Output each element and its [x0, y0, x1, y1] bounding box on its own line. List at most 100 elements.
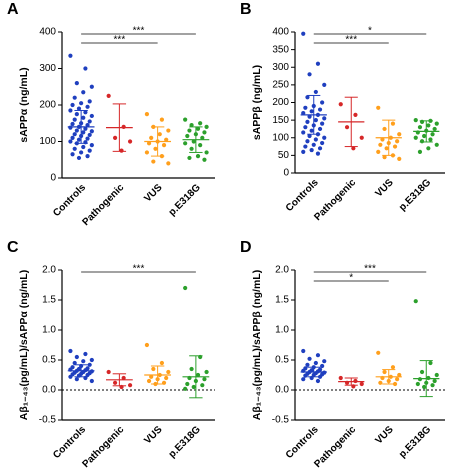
data-point — [153, 146, 158, 151]
data-point — [183, 141, 188, 146]
x-tick-label: Pathogenic — [80, 182, 126, 228]
data-point — [68, 139, 73, 144]
data-point — [68, 125, 73, 130]
data-point — [81, 115, 86, 120]
data-point — [305, 139, 310, 144]
data-point — [89, 143, 94, 148]
data-point — [85, 136, 90, 141]
data-point — [380, 137, 385, 142]
data-point — [301, 130, 306, 135]
data-point — [159, 360, 165, 366]
data-point — [353, 112, 358, 117]
data-point — [81, 130, 86, 135]
data-point — [68, 108, 73, 113]
data-point — [87, 99, 92, 104]
y-tick-label: 2.0 — [42, 265, 56, 276]
data-point — [121, 124, 126, 129]
data-point — [112, 135, 118, 140]
data-point — [351, 146, 356, 151]
data-point — [87, 362, 92, 367]
y-tick-label: 0.0 — [42, 385, 56, 396]
data-point — [74, 81, 79, 86]
data-point — [313, 137, 318, 142]
data-point — [119, 148, 124, 153]
data-point — [76, 137, 82, 142]
data-point — [309, 147, 314, 153]
data-point — [195, 126, 201, 131]
y-axis-label: sAPPα (ng/mL) — [18, 67, 30, 142]
significance-label: * — [368, 26, 372, 37]
data-point — [202, 377, 207, 382]
data-point — [395, 139, 400, 144]
data-point — [313, 118, 318, 123]
x-tick-label: VUS — [142, 182, 165, 205]
panel-label: D — [240, 239, 252, 256]
data-point — [72, 95, 77, 100]
data-point — [305, 119, 310, 124]
y-tick-label: 150 — [272, 115, 289, 126]
data-point — [378, 380, 383, 385]
data-point — [397, 132, 402, 137]
data-point — [72, 132, 77, 137]
data-point — [322, 359, 327, 364]
y-tick-label: 100 — [272, 132, 289, 143]
data-point — [432, 126, 437, 132]
data-point — [315, 353, 321, 358]
y-tick-label: 0 — [283, 168, 289, 179]
data-point — [422, 133, 427, 139]
x-tick-label: VUS — [142, 424, 165, 447]
x-tick-label: p.E318G — [167, 424, 203, 460]
data-point — [307, 72, 312, 77]
data-point — [376, 105, 381, 110]
data-point — [72, 117, 77, 122]
data-point — [187, 155, 192, 161]
data-point — [338, 102, 343, 107]
data-point — [112, 380, 118, 385]
data-point — [70, 135, 75, 140]
y-tick-label: 0.5 — [275, 355, 289, 366]
data-point — [200, 135, 205, 140]
data-point — [322, 135, 327, 140]
data-point — [195, 372, 201, 378]
data-point — [382, 126, 387, 132]
data-point — [198, 121, 203, 126]
panel-label: A — [7, 1, 19, 18]
y-tick-label: 400 — [272, 27, 289, 38]
data-point — [382, 369, 387, 375]
data-point — [309, 109, 314, 114]
data-point — [121, 375, 126, 381]
data-point — [183, 386, 188, 391]
data-point — [183, 285, 188, 291]
x-tick-label: Controls — [284, 424, 321, 461]
data-point — [106, 369, 111, 375]
data-point — [195, 154, 201, 159]
data-point — [315, 378, 321, 384]
y-tick-label: 100 — [39, 136, 56, 147]
panel-label: C — [7, 239, 19, 256]
x-tick-label: Controls — [284, 177, 321, 214]
data-point — [164, 375, 169, 381]
data-point — [397, 156, 402, 161]
data-point — [83, 110, 88, 115]
data-point — [146, 378, 152, 384]
data-point — [359, 135, 364, 140]
data-point — [83, 66, 88, 71]
data-point — [426, 146, 431, 151]
data-point — [189, 122, 194, 128]
data-point — [434, 121, 439, 126]
data-point — [390, 121, 396, 126]
data-point — [159, 117, 165, 122]
data-point — [191, 139, 196, 144]
data-point — [313, 89, 318, 95]
data-point — [204, 150, 209, 155]
data-point — [187, 128, 192, 133]
data-point — [72, 146, 77, 151]
data-point — [320, 100, 325, 105]
x-tick-label: Controls — [51, 424, 88, 461]
data-point — [422, 384, 427, 390]
data-point — [146, 141, 152, 146]
data-point — [85, 104, 90, 109]
data-point — [87, 132, 92, 138]
data-point — [144, 112, 150, 117]
y-tick-label: 1.0 — [275, 325, 289, 336]
